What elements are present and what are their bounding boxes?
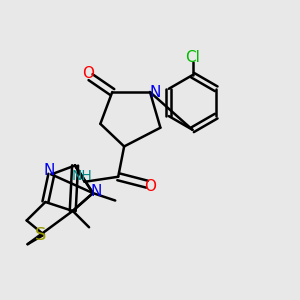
Text: S: S	[34, 226, 46, 244]
Text: N: N	[43, 163, 55, 178]
Text: O: O	[144, 179, 156, 194]
Text: O: O	[82, 66, 94, 81]
Text: N: N	[90, 184, 102, 199]
Text: N: N	[149, 85, 160, 100]
Text: NH: NH	[71, 169, 92, 184]
Text: Cl: Cl	[185, 50, 200, 65]
